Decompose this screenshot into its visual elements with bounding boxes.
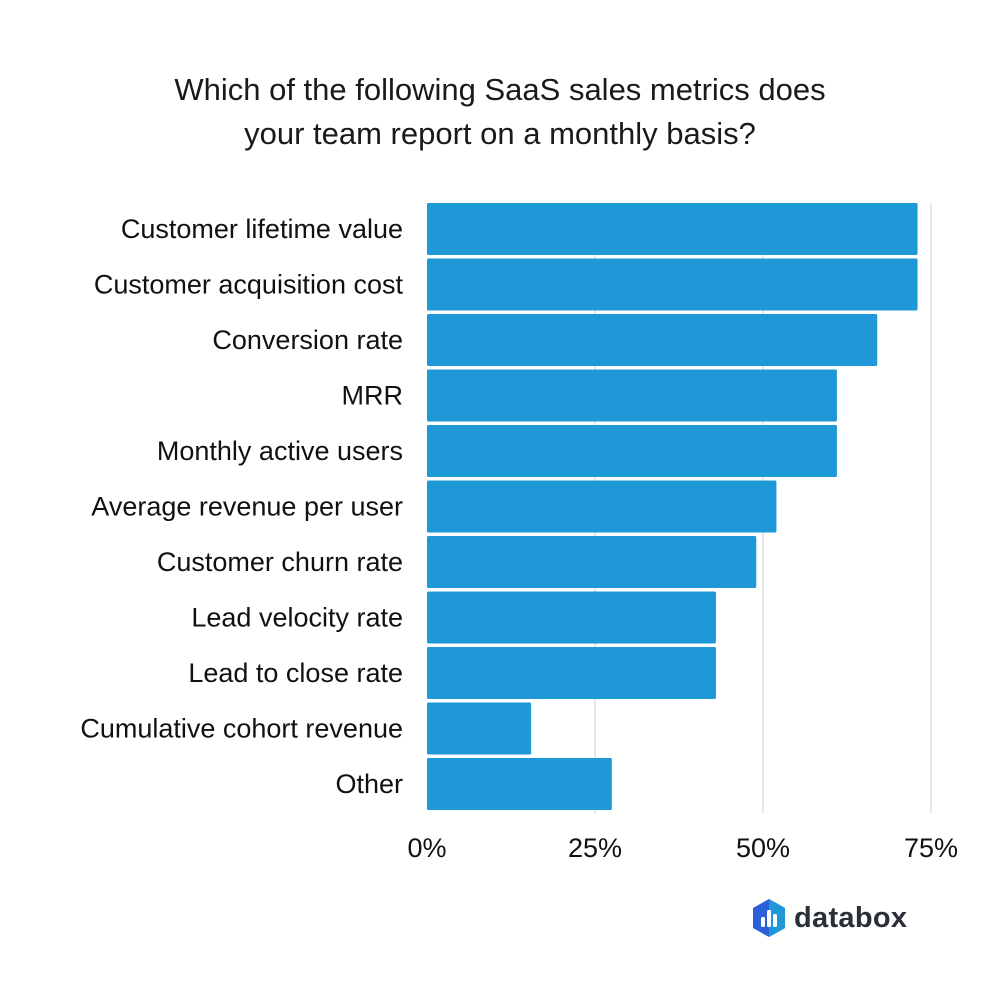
category-label: Average revenue per user: [91, 492, 403, 522]
bar: [427, 258, 918, 311]
category-label: Customer churn rate: [157, 547, 403, 577]
databox-logo: databox: [752, 897, 907, 939]
category-label: Customer acquisition cost: [94, 270, 404, 300]
bar: [427, 314, 878, 366]
chart-title-line-1: Which of the following SaaS sales metric…: [174, 72, 826, 107]
category-label: Customer lifetime value: [121, 214, 403, 244]
bar: [427, 536, 757, 588]
x-tick-label: 25%: [568, 833, 622, 863]
category-label: Monthly active users: [157, 436, 403, 466]
databox-logo-text: databox: [794, 901, 908, 934]
x-axis-tick-labels: 0% 25% 50% 75%: [407, 833, 958, 863]
category-label: Conversion rate: [212, 325, 403, 355]
x-tick-label: 75%: [904, 833, 958, 863]
bar: [427, 425, 837, 477]
category-label: Lead velocity rate: [191, 603, 403, 633]
bar: [427, 591, 716, 644]
category-label: Other: [335, 769, 403, 799]
databox-logo-icon: [753, 899, 785, 937]
chart-title-line-2: your team report on a monthly basis?: [244, 116, 756, 151]
category-label: MRR: [342, 381, 404, 411]
bar: [427, 647, 716, 699]
bar: [427, 203, 918, 255]
x-tick-label: 0%: [407, 833, 446, 863]
x-tick-label: 50%: [736, 833, 790, 863]
category-label: Lead to close rate: [188, 658, 403, 688]
bar: [427, 480, 777, 533]
bar: [427, 702, 532, 755]
category-labels: Customer lifetime value Customer acquisit…: [80, 214, 403, 799]
bar: [427, 758, 612, 810]
chart-title: Which of the following SaaS sales metric…: [0, 68, 1000, 156]
bar: [427, 369, 837, 422]
category-label: Cumulative cohort revenue: [80, 714, 403, 744]
bars: [427, 203, 918, 810]
